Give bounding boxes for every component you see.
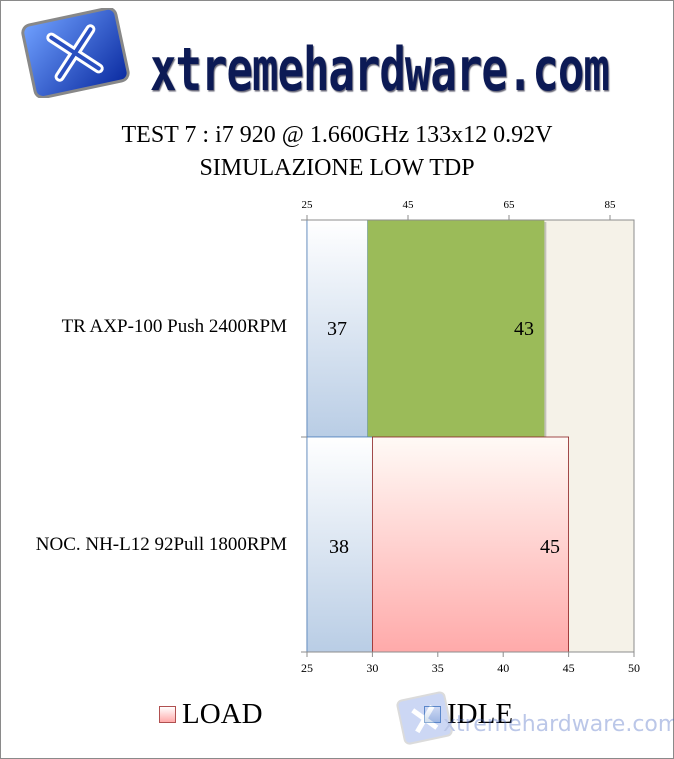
top-axis-tick-label: 85 bbox=[605, 199, 617, 211]
watermark: xtremehardware.com bbox=[395, 690, 674, 755]
bar-load bbox=[367, 220, 545, 437]
logo-text: xtremehardware.com bbox=[150, 36, 610, 105]
x-logo-icon bbox=[21, 8, 130, 98]
bottom-axis-tick-label: 25 bbox=[301, 661, 313, 675]
top-axis-tick-label: 45 bbox=[403, 199, 415, 211]
legend-item-load: LOAD bbox=[159, 698, 263, 731]
chart-title: TEST 7 : i7 920 @ 1.660GHz 133x12 0.92V bbox=[121, 122, 553, 148]
bottom-axis-tick-label: 35 bbox=[432, 661, 444, 675]
top-axis-tick-label: 65 bbox=[504, 199, 516, 211]
legend-label: LOAD bbox=[182, 698, 263, 730]
top-axis-tick-label: 25 bbox=[302, 199, 314, 211]
site-logo: xtremehardware.com bbox=[10, 8, 650, 105]
legend-item-idle: IDLE bbox=[424, 698, 513, 731]
data-label: 43 bbox=[514, 318, 534, 340]
legend-swatch bbox=[159, 706, 176, 723]
category-label: NOC. NH-L12 92Pull 1800RPM bbox=[35, 534, 287, 555]
watermark-text: xtremehardware.com bbox=[443, 712, 674, 737]
category-label: TR AXP-100 Push 2400RPM bbox=[61, 316, 287, 337]
watermark-x-icon bbox=[396, 691, 453, 745]
bottom-axis-tick-label: 30 bbox=[366, 661, 378, 675]
bar-load bbox=[371, 436, 569, 653]
bottom-axis-tick-label: 50 bbox=[628, 661, 640, 675]
bottom-axis-tick-label: 40 bbox=[497, 661, 509, 675]
data-label: 37 bbox=[327, 318, 347, 340]
bottom-axis-tick-label: 45 bbox=[563, 661, 575, 675]
legend-swatch bbox=[424, 706, 441, 723]
legend-label: IDLE bbox=[447, 698, 514, 730]
data-label: 38 bbox=[329, 536, 349, 558]
chart-subtitle: SIMULAZIONE LOW TDP bbox=[199, 155, 475, 181]
data-label: 45 bbox=[540, 536, 560, 558]
